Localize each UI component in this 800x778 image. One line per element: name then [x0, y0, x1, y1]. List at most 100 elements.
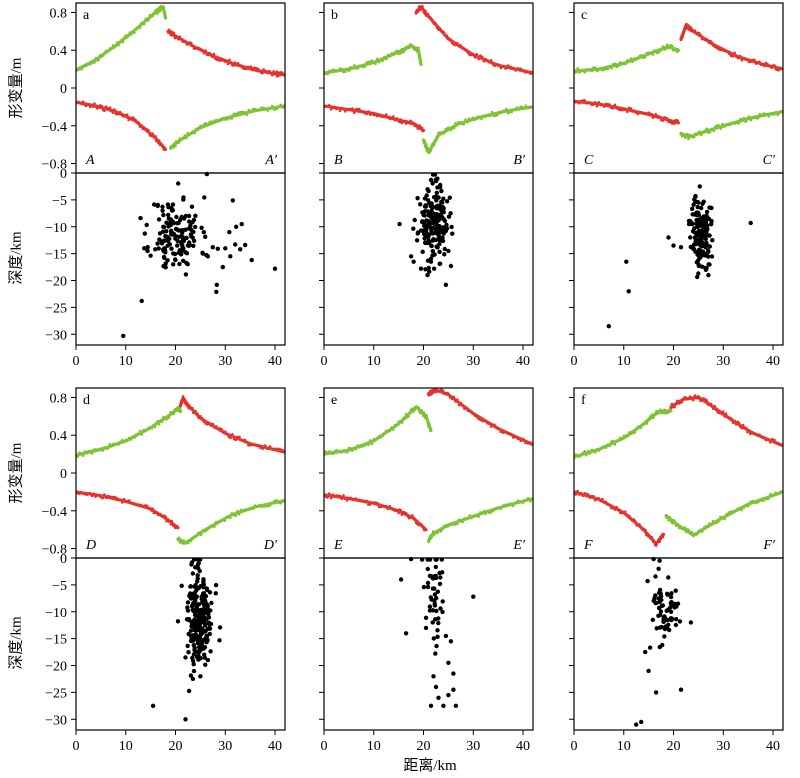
- displacement-sample-green: [590, 69, 594, 73]
- displacement-sample-green: [121, 40, 125, 44]
- displacement-sample-red: [395, 117, 399, 120]
- earthquake-point: [446, 692, 451, 698]
- earthquake-point: [435, 230, 440, 235]
- displacement-sample-red: [715, 46, 719, 50]
- displacement-sample-red: [199, 415, 202, 418]
- earthquake-point: [425, 272, 430, 278]
- displacement-sample-green: [351, 66, 354, 70]
- displacement-sample-red: [693, 394, 697, 397]
- earthquake-point: [706, 272, 711, 278]
- earthquake-point: [437, 185, 443, 190]
- displacement-sample-red: [261, 447, 264, 451]
- profile-end-label-a: A′: [264, 153, 278, 168]
- displacement-sample-red: [447, 36, 450, 40]
- earthquake-point: [657, 644, 662, 650]
- displacement-sample-red: [470, 410, 473, 414]
- displacement-sample-green: [376, 436, 379, 440]
- displacement-sample-red: [164, 515, 167, 519]
- displacement-sample-red: [509, 432, 512, 436]
- earthquake-point: [200, 251, 206, 256]
- displacement-sample-red: [496, 427, 500, 430]
- earthquake-point: [196, 585, 201, 591]
- earthquake-point: [185, 643, 190, 649]
- displacement-sample-green: [717, 520, 720, 523]
- displacement-sample-red: [376, 501, 379, 505]
- displacement-sample-red: [115, 497, 119, 500]
- displacement-sample-red: [588, 101, 592, 104]
- earthquake-point: [444, 199, 450, 204]
- displacement-sample-green: [120, 438, 124, 442]
- earthquake-point: [449, 224, 454, 230]
- displacement-sample-green: [611, 439, 615, 443]
- displacement-sample-red: [749, 60, 752, 64]
- displacement-sample-green: [756, 116, 760, 120]
- displacement-sample-green: [742, 116, 746, 120]
- displacement-sample-red: [473, 56, 477, 59]
- displacement-sample-green: [243, 111, 246, 114]
- earthquake-point: [441, 210, 446, 215]
- displacement-sample-green: [395, 423, 399, 426]
- displacement-sample-green: [509, 502, 512, 505]
- earthquake-point: [694, 260, 699, 265]
- displacement-plot-b: [324, 5, 533, 154]
- displacement-sample-green: [613, 62, 617, 66]
- displacement-plot-c: [574, 22, 783, 141]
- displacement-sample-green: [177, 141, 181, 144]
- earthquake-point: [170, 202, 176, 207]
- earthquake-point: [697, 256, 702, 261]
- earthquake-point: [138, 215, 143, 221]
- earthquake-point: [423, 615, 429, 620]
- earthquake-point: [193, 607, 198, 612]
- displacement-sample-green: [153, 425, 157, 429]
- displacement-sample-green: [779, 490, 782, 493]
- earthquake-point: [447, 195, 452, 200]
- displacement-sample-green: [264, 108, 268, 111]
- earthquake-point: [431, 574, 437, 579]
- displacement-sample-green: [583, 70, 586, 74]
- displacement-sample-green: [501, 109, 505, 113]
- earthquake-point: [668, 605, 673, 610]
- profile-end-label-f: F′: [762, 538, 776, 553]
- earthquake-point: [430, 225, 435, 231]
- earthquake-point: [697, 228, 702, 234]
- displacement-sample-red: [447, 392, 450, 396]
- displacement-sample-red: [712, 407, 715, 411]
- displacement-sample-green: [417, 407, 421, 410]
- displacement-sample-green: [663, 408, 667, 412]
- displacement-sample-green: [328, 69, 331, 73]
- displacement-sample-green: [216, 119, 220, 123]
- displacement-sample-green: [381, 434, 384, 438]
- earthquake-point: [677, 619, 683, 624]
- displacement-sample-green: [505, 107, 508, 111]
- displacement-sample-green: [151, 14, 155, 18]
- displacement-sample-red: [269, 71, 273, 75]
- displacement-sample-green: [281, 106, 285, 109]
- displacement-sample-green: [452, 126, 456, 130]
- ytick-label-depth: −10: [45, 606, 67, 621]
- displacement-sample-green: [99, 447, 103, 450]
- earthquake-point: [178, 228, 183, 233]
- displacement-sample-red: [426, 13, 430, 16]
- depth-frame-e: [323, 557, 534, 731]
- displacement-sample-green: [374, 438, 377, 441]
- displacement-sample-red: [88, 105, 92, 109]
- earthquake-point: [658, 612, 663, 618]
- earthquake-point: [151, 202, 157, 207]
- displacement-sample-red: [421, 8, 425, 11]
- displacement-sample-red: [247, 444, 250, 447]
- xtick-label-depth: 0: [73, 354, 80, 369]
- displacement-sample-green: [695, 533, 699, 536]
- earthquake-point: [434, 643, 439, 649]
- displacement-sample-green: [594, 66, 597, 70]
- ytick-label-depth: −5: [52, 194, 67, 209]
- ylabel-displacement-bottom: 形变量/m: [7, 442, 24, 503]
- displacement-sample-green: [270, 104, 274, 108]
- displacement-sample-green: [351, 449, 354, 452]
- displacement-sample-green: [727, 511, 731, 514]
- displacement-sample-red: [340, 497, 344, 501]
- depth-frame-d: [75, 557, 286, 731]
- displacement-sample-green: [356, 444, 360, 447]
- displacement-sample-red: [191, 44, 194, 47]
- earthquake-point: [180, 238, 186, 243]
- earthquake-point: [190, 235, 195, 240]
